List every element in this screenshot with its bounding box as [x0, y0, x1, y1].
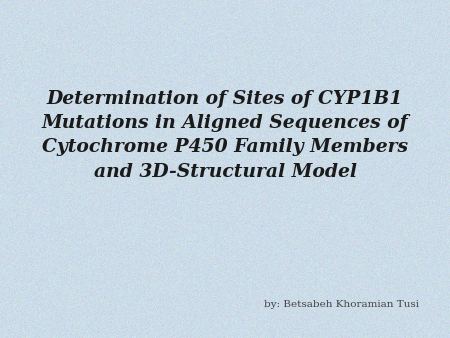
Text: by: Betsabeh Khoramian Tusi: by: Betsabeh Khoramian Tusi — [265, 300, 419, 309]
Text: Determination of Sites of CYP1B1
Mutations in Aligned Sequences of
Cytochrome P4: Determination of Sites of CYP1B1 Mutatio… — [41, 90, 409, 180]
